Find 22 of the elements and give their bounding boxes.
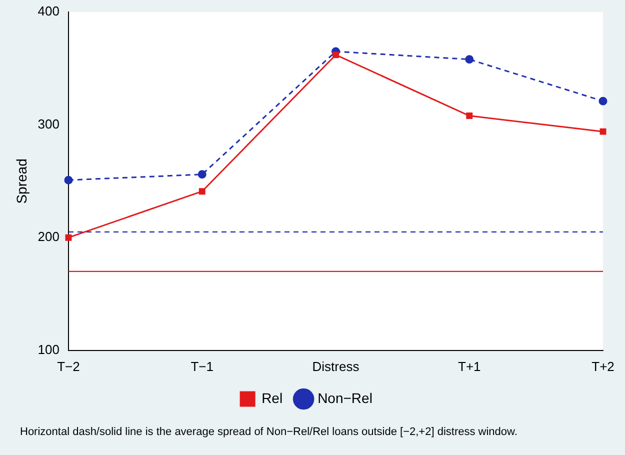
point bbox=[198, 170, 206, 179]
legend-label: Non−Rel bbox=[318, 390, 372, 406]
y-tick-label: 100 bbox=[38, 342, 60, 357]
point bbox=[466, 112, 473, 119]
x-tick-label: Distress bbox=[312, 358, 360, 374]
y-axis-title: Spread bbox=[13, 158, 30, 204]
text: Horizontal dash/solid line is the average spread of Non−Rel/Rel loans outside [−2,+2] distress window. bbox=[20, 426, 518, 438]
x-tick-label: T−2 bbox=[57, 358, 80, 374]
point bbox=[64, 176, 73, 184]
point bbox=[465, 55, 474, 64]
point bbox=[332, 52, 339, 58]
point bbox=[65, 234, 72, 241]
x-tick-label: T−1 bbox=[190, 358, 214, 374]
legend-label: Rel bbox=[262, 390, 283, 406]
x-tick-label: T+2 bbox=[592, 358, 614, 374]
point bbox=[598, 96, 608, 106]
point bbox=[198, 188, 206, 195]
x-tick-label: T+1 bbox=[458, 358, 481, 374]
point bbox=[600, 128, 606, 135]
y-tick-label: 200 bbox=[38, 229, 60, 244]
y-tick-label: 300 bbox=[38, 116, 60, 132]
y-tick-label: 400 bbox=[38, 4, 60, 19]
